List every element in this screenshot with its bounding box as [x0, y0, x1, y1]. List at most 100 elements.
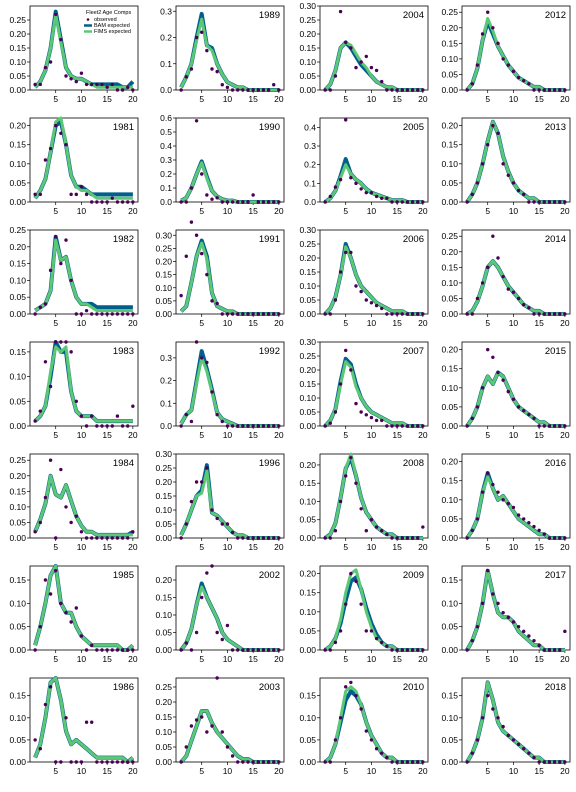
x-tick-label: 15 — [248, 94, 258, 104]
y-tick-label: 0.10 — [9, 57, 26, 67]
observed-point — [179, 293, 183, 298]
observed-point — [501, 378, 505, 382]
x-tick-label: 5 — [485, 206, 490, 216]
observed-point — [344, 348, 348, 353]
observed-point — [542, 532, 546, 536]
x-tick-label: 20 — [418, 318, 428, 328]
y-tick-label: 0.15 — [9, 575, 26, 585]
observed-point — [390, 424, 394, 428]
panel-year-label: 2004 — [403, 10, 424, 21]
observed-point — [323, 312, 327, 316]
observed-point — [189, 220, 194, 224]
y-tick-label: 0.10 — [441, 54, 458, 64]
panel-2016: 0.00 0.05 0.10 0.15 0.20 5 10 15 20 2016 — [441, 453, 571, 552]
observed-point — [90, 414, 94, 418]
observed-point — [48, 268, 53, 273]
observed-point — [532, 638, 536, 643]
y-tick-label: 0.00 — [9, 645, 26, 655]
y-tick-label: 0.00 — [155, 645, 172, 655]
observed-point — [532, 88, 536, 92]
observed-point — [416, 536, 420, 540]
observed-point — [349, 571, 353, 576]
observed-point — [189, 419, 194, 424]
observed-point — [251, 536, 255, 540]
observed-point — [359, 410, 363, 414]
observed-point — [486, 143, 490, 147]
y-tick-label: 0.15 — [155, 270, 172, 280]
x-tick-label: 5 — [343, 206, 348, 216]
x-tick-label: 20 — [560, 766, 570, 776]
observed-point — [64, 610, 68, 615]
x-tick-label: 15 — [248, 766, 258, 776]
observed-point — [547, 648, 552, 652]
x-tick-label: 5 — [485, 654, 490, 664]
panel-year-label: 1992 — [259, 346, 280, 357]
observed-point — [33, 312, 37, 316]
observed-point — [537, 643, 541, 648]
x-tick-label: 20 — [274, 206, 284, 216]
observed-point — [405, 648, 410, 652]
observed-point — [194, 480, 199, 484]
observed-point — [251, 760, 255, 764]
observed-point — [90, 643, 94, 648]
observed-point — [380, 79, 384, 84]
y-tick-label: 0.25 — [9, 455, 26, 465]
panel-1991: 0.00 0.05 0.10 0.15 0.20 0.25 0.30 5 10 15 20 1991 — [155, 220, 285, 328]
y-tick-label: 0.00 — [299, 309, 316, 319]
observed-point — [410, 648, 415, 652]
observed-point — [200, 172, 204, 176]
observed-point — [236, 88, 240, 92]
panel-year-label: 1984 — [113, 458, 134, 469]
observed-point — [369, 629, 374, 633]
observed-point — [215, 301, 219, 306]
observed-point — [344, 685, 348, 689]
y-tick-label: 0.05 — [299, 295, 316, 305]
observed-point — [33, 530, 37, 534]
y-tick-label: 0.10 — [299, 607, 316, 617]
observed-point — [189, 648, 194, 652]
y-tick-label: 0.10 — [441, 713, 458, 723]
x-tick-label: 5 — [485, 542, 490, 552]
observed-point — [48, 592, 53, 596]
y-tick-label: 0.00 — [155, 309, 172, 319]
observed-point — [194, 630, 199, 635]
y-tick-label: 0.00 — [299, 533, 316, 543]
fims-expected-line — [324, 568, 423, 652]
observed-point — [115, 648, 120, 652]
observed-point — [522, 192, 526, 197]
observed-point — [385, 196, 389, 200]
panel-year-label: 1991 — [259, 234, 280, 245]
x-tick-label: 10 — [77, 94, 87, 104]
observed-point — [369, 301, 374, 305]
observed-point — [230, 312, 235, 316]
x-tick-label: 20 — [418, 430, 428, 440]
panel-2009: 0.00 0.05 0.10 0.15 0.20 5 10 15 20 2009 — [299, 565, 429, 664]
observed-point — [79, 530, 84, 534]
fims-expected-line — [179, 585, 279, 652]
observed-point — [272, 312, 276, 316]
y-tick-label: 0.15 — [441, 691, 458, 701]
observed-point — [200, 30, 204, 34]
observed-point — [184, 641, 188, 645]
observed-point — [256, 200, 260, 204]
y-tick-label: 0.20 — [155, 697, 172, 707]
panel-1990: 0.0 0.1 0.2 0.3 0.4 0.5 0.6 5 10 15 20 1990 — [160, 113, 285, 216]
y-tick-label: 0.00 — [9, 85, 26, 95]
observed-point — [194, 718, 199, 722]
observed-point — [527, 82, 531, 86]
observed-point — [475, 296, 480, 301]
observed-point — [246, 536, 250, 540]
y-tick-label: 0.00 — [441, 197, 458, 207]
observed-point — [385, 755, 389, 760]
observed-point — [261, 424, 266, 428]
y-tick-label: 0.6 — [160, 113, 172, 123]
y-tick-label: 0.00 — [441, 421, 458, 431]
observed-point — [261, 760, 266, 764]
observed-point — [230, 648, 235, 652]
panel-frame — [29, 229, 139, 315]
legend-point-swatch — [86, 18, 90, 21]
observed-point — [59, 760, 63, 764]
observed-point — [184, 200, 188, 204]
fims-expected-line — [34, 238, 133, 313]
observed-point — [215, 412, 219, 417]
